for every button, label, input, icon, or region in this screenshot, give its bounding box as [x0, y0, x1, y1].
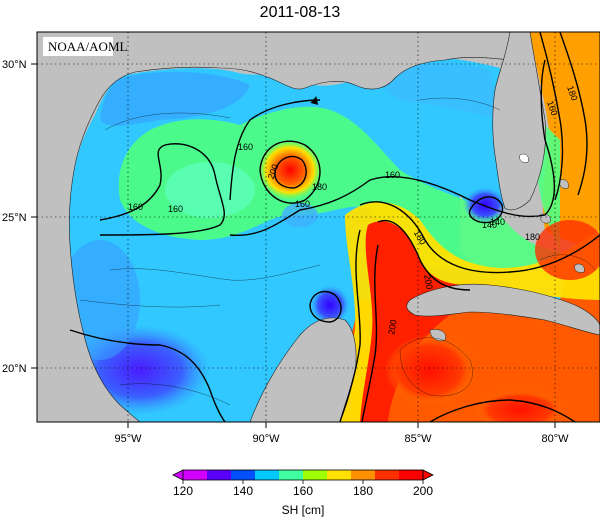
- contour-160-main: [229, 59, 556, 237]
- colorbar-arrow-low: [172, 469, 184, 481]
- contour-160-sw: [69, 329, 226, 422]
- lat-label-30n: 30°N: [2, 59, 27, 71]
- colorbar-swatch: [183, 470, 208, 480]
- contour-label: 160: [545, 99, 560, 117]
- contour-label: 200: [266, 163, 281, 181]
- major-contours: [69, 32, 600, 422]
- contour-label: 180: [312, 182, 327, 192]
- contour-200-south: [361, 244, 379, 422]
- contour-180-loop: [359, 201, 600, 274]
- contour-200-loop: [377, 219, 471, 291]
- lat-label-25n: 25°N: [2, 212, 27, 224]
- lat-label-20n: 20°N: [2, 363, 27, 375]
- contour-label: 180: [525, 232, 540, 242]
- credit-box: [43, 37, 113, 56]
- contour-label: 160: [168, 204, 183, 214]
- cuba-land: [406, 283, 600, 336]
- yucatan-land: [249, 317, 357, 422]
- contour-200-caribbean: [429, 399, 576, 422]
- colorbar-swatch: [375, 470, 400, 480]
- cbar-tick: 160: [293, 484, 313, 498]
- lon-label-90w: 90°W: [252, 433, 280, 445]
- cold-eddy-center: [282, 203, 318, 227]
- north-shelf-blue: [100, 71, 250, 126]
- caribbean-warm-pool-south: [475, 390, 565, 422]
- contour-180-east: [559, 32, 588, 196]
- colorbar-label: SH [cm]: [282, 503, 325, 517]
- colorbar-swatch: [399, 470, 424, 480]
- contour-label: 200: [422, 274, 434, 291]
- cold-eddy-florida: [463, 187, 507, 223]
- contour-140-florida: [468, 196, 504, 224]
- colorbar-arrow-high: [422, 469, 434, 481]
- cbar-tick: 120: [173, 484, 193, 498]
- cbar-tick: 200: [413, 484, 433, 498]
- cbar-tick: 180: [353, 484, 373, 498]
- contour-label: 140: [482, 220, 497, 230]
- axis-ticks: [31, 63, 556, 428]
- triangle-marker-icon: [310, 96, 319, 105]
- colorbar-swatch: [255, 470, 280, 480]
- colorbar-swatch: [207, 470, 232, 480]
- contour-200-eddy: [274, 155, 307, 189]
- colorbar-swatch: [351, 470, 376, 480]
- contour-160-west: [99, 143, 225, 236]
- contour-label: 160: [385, 170, 400, 180]
- contour-labels: 160 160 160 180 200 160 180 200 200 140 …: [128, 84, 580, 335]
- colorbar-swatch: [279, 470, 304, 480]
- map-frame: [36, 31, 600, 423]
- contour-label: 140: [490, 217, 505, 227]
- ne-shelf-blue: [379, 62, 500, 120]
- contour-180-south: [339, 229, 361, 422]
- map-title: 2011-08-13: [259, 4, 341, 21]
- colorbar: [172, 469, 434, 484]
- colorbar-ticks: 120 140 160 180 200: [173, 484, 433, 498]
- contour-label: 160: [128, 202, 143, 212]
- lon-label-85w: 85°W: [404, 433, 432, 445]
- lon-label-95w: 95°W: [114, 433, 142, 445]
- colorbar-swatch: [327, 470, 352, 480]
- east-warm-patch: [535, 220, 600, 280]
- colorbar-swatch: [231, 470, 256, 480]
- island-bahamas-2: [559, 179, 569, 189]
- contour-160-east: [539, 32, 564, 201]
- caribbean-warm-pool: [385, 335, 475, 405]
- florida-land: [492, 32, 546, 211]
- contour-160-cold-eddy: [309, 290, 342, 323]
- contour-160-north: [229, 99, 321, 201]
- island-white-1: [519, 153, 529, 163]
- credit-text: NOAA/AOML: [48, 39, 128, 54]
- contour-180-eddy: [259, 140, 321, 204]
- contour-label: 160: [238, 142, 253, 152]
- minor-contours: [79, 97, 596, 406]
- contour-label: 200: [386, 319, 398, 336]
- grid-lines: [37, 32, 600, 422]
- lon-label-80w: 80°W: [541, 433, 569, 445]
- colorbar-swatch: [303, 470, 328, 480]
- island-bahamas-3: [574, 263, 585, 273]
- warm-eddy: [258, 140, 322, 200]
- cbar-tick: 140: [233, 484, 253, 498]
- green-band: [118, 106, 560, 271]
- contour-label: 180: [565, 84, 580, 102]
- contour-label: 160: [295, 199, 310, 209]
